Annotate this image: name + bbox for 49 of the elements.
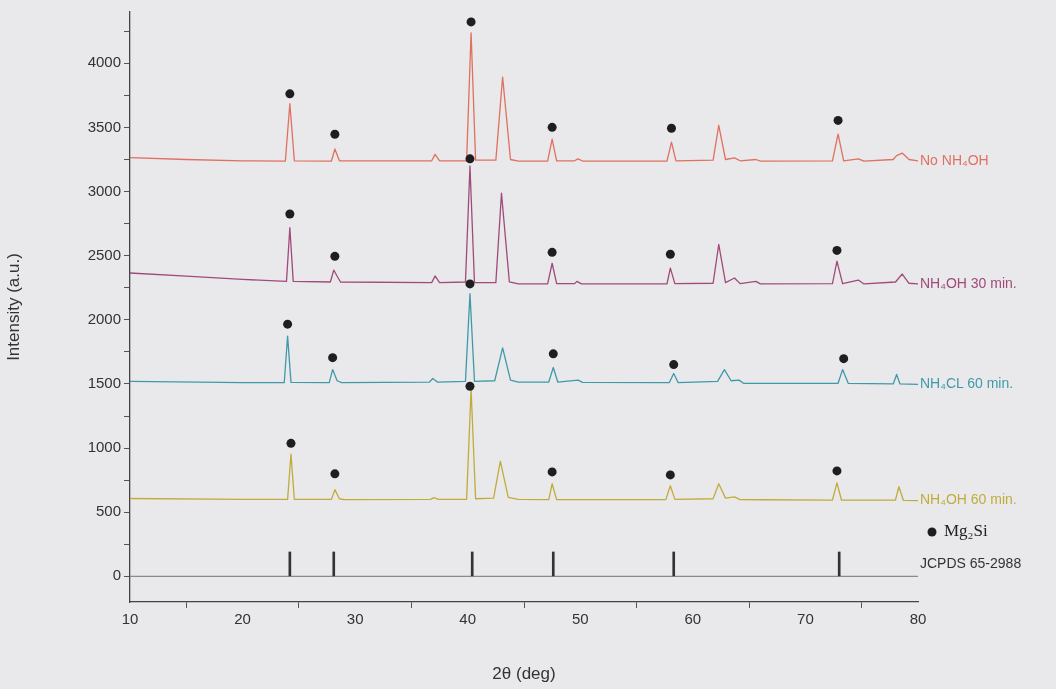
point (465, 154, 475, 164)
point (330, 469, 340, 479)
point (666, 123, 676, 133)
point (283, 319, 293, 329)
point (328, 353, 338, 363)
point (547, 467, 557, 477)
point (330, 251, 340, 261)
point (547, 247, 557, 257)
x-tick-label: 80 (909, 610, 927, 628)
y-tick-label: 1500 (87, 374, 121, 392)
point (465, 381, 475, 391)
text: JCPDS 65-2988 (920, 555, 1022, 572)
x-axis-title: 2θ (deg) (492, 664, 556, 684)
point (547, 122, 557, 132)
x-tick-label: 30 (346, 610, 364, 628)
point (330, 129, 340, 139)
x-tick-label: 60 (684, 610, 702, 628)
x-tick-label: 40 (459, 610, 477, 628)
point (665, 249, 675, 259)
point (833, 115, 843, 125)
series-label: No NH₄OH (920, 151, 989, 168)
point (669, 360, 679, 370)
point (832, 466, 842, 476)
y-axis-title: Intensity (a.u.) (3, 253, 23, 361)
point (548, 349, 558, 359)
legend-label: Mg₂Si (944, 521, 988, 541)
point (286, 438, 296, 448)
point (466, 17, 476, 27)
point (832, 245, 842, 255)
y-tick-label: 0 (112, 566, 121, 584)
x-tick-label: 70 (797, 610, 814, 628)
y-tick-label: 500 (95, 502, 121, 520)
y-tick-label: 4000 (87, 53, 121, 71)
y-tick-label: 3500 (87, 117, 121, 135)
x-tick-label: 10 (121, 610, 139, 628)
point (839, 354, 849, 364)
series-label: NH₄CL 60 min. (920, 375, 1014, 392)
series-label: NH₄OH 60 min. (920, 491, 1017, 508)
y-tick-label: 2500 (87, 245, 121, 263)
x-tick-label: 20 (234, 610, 251, 628)
y-tick-label: 1000 (87, 438, 121, 456)
x-tick-label: 50 (571, 610, 589, 628)
point (665, 470, 675, 480)
series-label: NH₄OH 30 min. (920, 274, 1017, 291)
point (285, 209, 295, 219)
y-tick-label: 2000 (87, 309, 121, 327)
y-tick-label: 3000 (87, 181, 121, 199)
point (465, 279, 475, 289)
point (285, 89, 295, 99)
